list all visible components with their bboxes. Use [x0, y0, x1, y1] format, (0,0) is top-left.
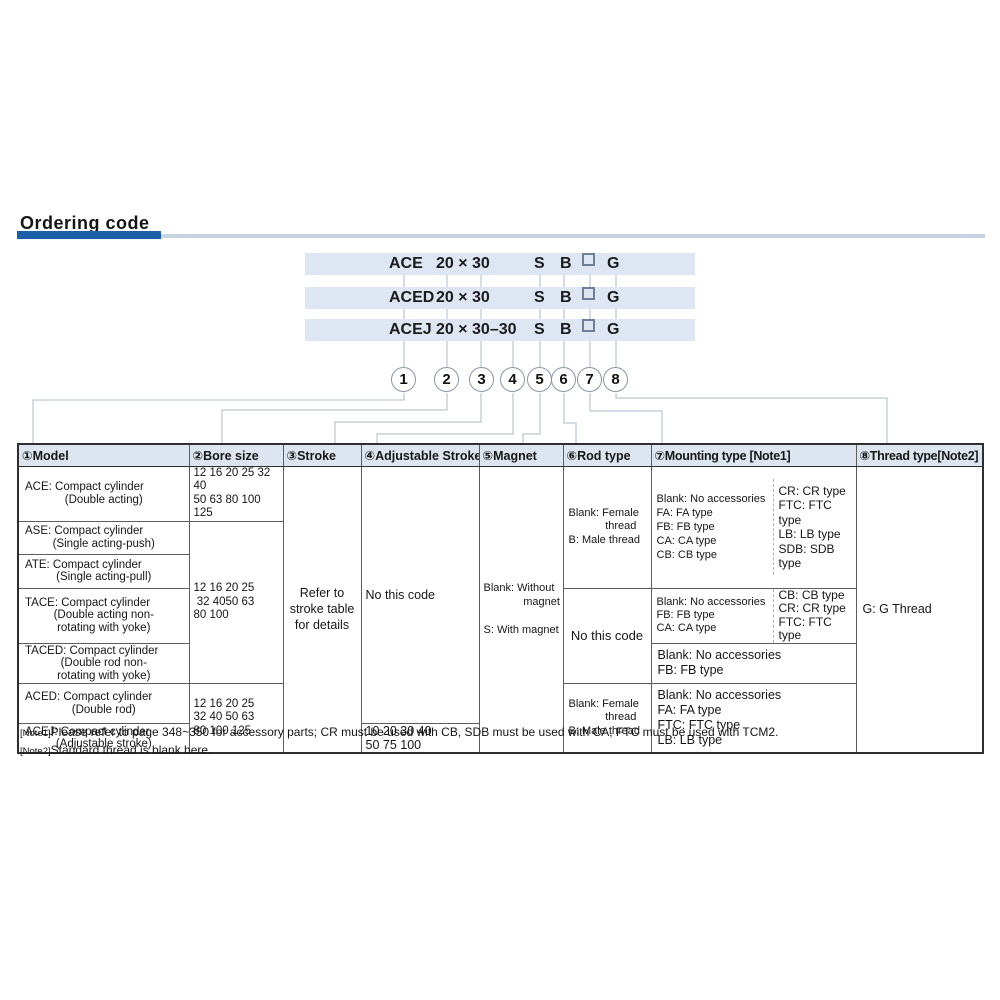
header-magnet: ⑤Magnet: [478, 443, 564, 467]
bar-model-code: ACE: [389, 255, 423, 272]
empty-square-icon: [582, 287, 595, 300]
mounting-cell-1: Blank: No accessories FA: FA type FB: FB…: [650, 465, 857, 589]
header-thread-type: ⑧Thread type[Note2]: [855, 443, 984, 467]
header-mounting-type: ⑦Mounting type [Note1]: [650, 443, 857, 467]
mounting-cell-4: Blank: No accessories FA: FA type FTC: F…: [650, 683, 857, 754]
mounting-cell-1-right: CR: CR type FTC: FTC type LB: LB type SD…: [772, 479, 856, 575]
table-row: ACEJ: Compact cylinder (Adjustable strok…: [17, 723, 983, 754]
header-stroke: ③Stroke: [282, 443, 362, 467]
bar-rod-code: B: [560, 255, 572, 272]
table-row: ATE: Compact cylinder (Single acting-pul…: [17, 553, 983, 589]
table-row: TACED: Compact cylinder (Double rod non-…: [17, 642, 983, 684]
table-row: ACED: Compact cylinder (Double rod) 12 1…: [17, 683, 983, 754]
footnote-1-tag: [Note1]: [20, 728, 51, 739]
stroke-cell: Refer to stroke table for details: [282, 465, 362, 754]
bar-magnet-code: S: [534, 289, 545, 306]
empty-square-icon: [582, 319, 595, 332]
model-cell-aced: ACED: Compact cylinder (Double rod): [17, 683, 190, 724]
title-underline-accent: [17, 231, 161, 239]
code-bar-aced: ACED 20 × 30 S B G: [305, 287, 695, 309]
bore-cell-ace: 12 16 20 25 32 40 50 63 80 100 125: [188, 465, 284, 522]
model-cell-tace: TACE: Compact cylinder (Double acting no…: [17, 587, 190, 644]
model-cell-ace: ACE: Compact cylinder (Double acting): [17, 465, 190, 522]
bore-cell-mid: 12 16 20 25 32 4050 63 80 100: [188, 520, 284, 684]
model-cell-taced: TACED: Compact cylinder (Double rod non-…: [17, 642, 190, 684]
adjustable-stroke-cell-bottom: 10 20 30 40 50 75 100: [360, 723, 480, 754]
bar-thread-code: G: [607, 255, 620, 272]
mounting-cell-1-left: Blank: No accessories FA: FA type FB: FB…: [656, 493, 766, 561]
bar-thread-code: G: [607, 321, 620, 338]
mounting-cell-2-left: Blank: No accessories FB: FB type CA: CA…: [656, 596, 766, 634]
position-marker-2: 2: [434, 367, 459, 392]
position-marker-1: 1: [391, 367, 416, 392]
rod-type-cell-top: Blank: Female thread B: Male thread: [562, 465, 652, 589]
model-cell-ase: ASE: Compact cylinder (Single acting-pus…: [17, 520, 190, 555]
rod-type-cell-bottom: Blank: Female thread B: Male thread: [562, 683, 652, 754]
empty-square-icon: [582, 253, 595, 266]
bar-model-code: ACEJ: [389, 321, 432, 338]
model-cell-acej: ACEJ: Compact cylinder (Adjustable strok…: [17, 723, 190, 754]
bar-model-code: ACED: [389, 289, 435, 306]
bar-rod-code: B: [560, 321, 572, 338]
bar-bore-stroke: 20 × 30–30: [436, 321, 517, 338]
position-marker-8: 8: [603, 367, 628, 392]
footnote-1-text: Please refer to page 348~350 for accesso…: [50, 725, 779, 739]
code-bar-acej: ACEJ 20 × 30–30 S B G: [305, 319, 695, 341]
mounting-cell-2-right: CB: CB type CR: CR type FTC: FTC type: [772, 589, 856, 642]
header-model: ①Model: [17, 443, 190, 467]
magnet-cell: Blank: Without magnet S: With magnet: [478, 465, 564, 754]
title-underline-light: [17, 234, 985, 238]
footnote-2: [Note2]Standard thread is blank here.: [20, 743, 211, 757]
rod-type-cell-mid: No this code: [562, 587, 652, 684]
bar-magnet-code: S: [534, 321, 545, 338]
bar-thread-code: G: [607, 289, 620, 306]
bar-magnet-code: S: [534, 255, 545, 272]
bar-bore-stroke: 20 × 30: [436, 255, 490, 272]
bore-cell-bottom: 12 16 20 25 32 40 50 63 80 100 125: [188, 683, 284, 754]
model-cell-ate: ATE: Compact cylinder (Single acting-pul…: [17, 553, 190, 589]
footnote-1: [Note1]Please refer to page 348~350 for …: [20, 725, 778, 739]
adjustable-stroke-cell-top: No this code: [360, 465, 480, 724]
mounting-cell-2: Blank: No accessories FB: FB type CA: CA…: [650, 587, 857, 644]
position-marker-4: 4: [500, 367, 525, 392]
table-row: ASE: Compact cylinder (Single acting-pus…: [17, 520, 983, 684]
footnote-2-text: Standard thread is blank here.: [50, 743, 212, 757]
footnote-2-tag: [Note2]: [20, 746, 51, 757]
position-marker-7: 7: [577, 367, 602, 392]
bar-rod-code: B: [560, 289, 572, 306]
header-adjustable-stroke: ④Adjustable Stroke: [360, 443, 480, 467]
position-marker-5: 5: [527, 367, 552, 392]
ordering-code-table: ①Model ②Bore size ③Stroke ④Adjustable St…: [17, 443, 984, 754]
code-bar-ace: ACE 20 × 30 S B G: [305, 253, 695, 275]
position-marker-6: 6: [551, 367, 576, 392]
table-row: ACE: Compact cylinder (Double acting) 12…: [17, 465, 984, 754]
table-header-row: ①Model ②Bore size ③Stroke ④Adjustable St…: [17, 443, 984, 467]
bar-bore-stroke: 20 × 30: [436, 289, 490, 306]
header-bore-size: ②Bore size: [188, 443, 284, 467]
page-title: Ordering code: [20, 213, 150, 233]
position-marker-3: 3: [469, 367, 494, 392]
table-row: TACE: Compact cylinder (Double acting no…: [17, 587, 983, 684]
mounting-cell-3: Blank: No accessories FB: FB type: [650, 642, 857, 684]
thread-type-cell: G: G Thread: [855, 465, 984, 754]
header-rod-type: ⑥Rod type: [562, 443, 652, 467]
